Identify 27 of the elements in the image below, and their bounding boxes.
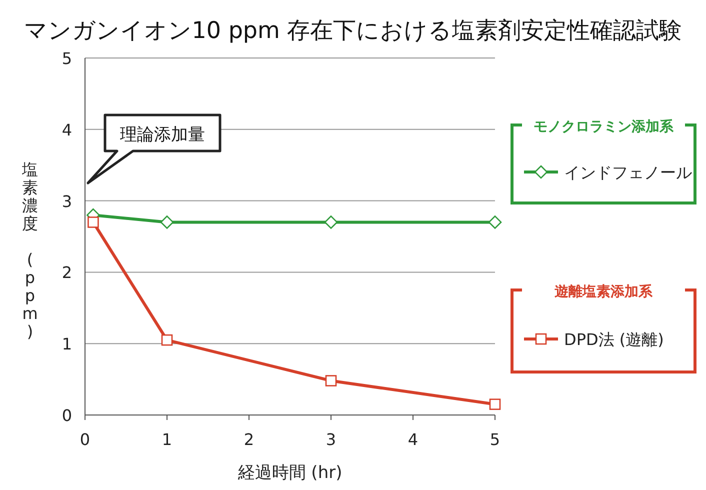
x-tick-label: 5 <box>490 430 500 449</box>
y-tick-label: 1 <box>62 334 72 354</box>
text: 遊離塩素添加系 <box>554 284 654 300</box>
point <box>488 216 502 229</box>
x-tick-label: 1 <box>162 430 172 449</box>
legend-label: インドフェノール <box>564 163 692 182</box>
x-tick-label: 2 <box>244 430 254 449</box>
point <box>161 334 173 346</box>
y-tick-label: 3 <box>62 192 72 211</box>
y-tick-label: 5 <box>62 49 72 68</box>
text: モノクロラミン添加系 <box>534 119 674 135</box>
point <box>489 398 501 410</box>
point <box>160 216 174 229</box>
annotation: 理論添加量 <box>120 125 205 145</box>
y-tick-label: 0 <box>62 406 72 425</box>
x-tick-label: 0 <box>80 430 90 449</box>
x-tick-label: 4 <box>408 430 418 449</box>
chart-title: マンガンイオン10 ppm 存在下における塩素剤安定性確認試験 <box>24 18 682 44</box>
y-tick-label: 2 <box>62 263 72 282</box>
point <box>324 216 338 229</box>
x-tick-label: 3 <box>326 430 336 449</box>
legend-label: DPD法 (遊離) <box>564 330 664 349</box>
point <box>88 216 99 228</box>
x-axis-title: 経過時間 (hr) <box>236 463 342 483</box>
point <box>325 375 337 386</box>
text: 塩素濃度 (ppm) <box>22 160 38 341</box>
y-tick-label: 4 <box>62 120 72 140</box>
